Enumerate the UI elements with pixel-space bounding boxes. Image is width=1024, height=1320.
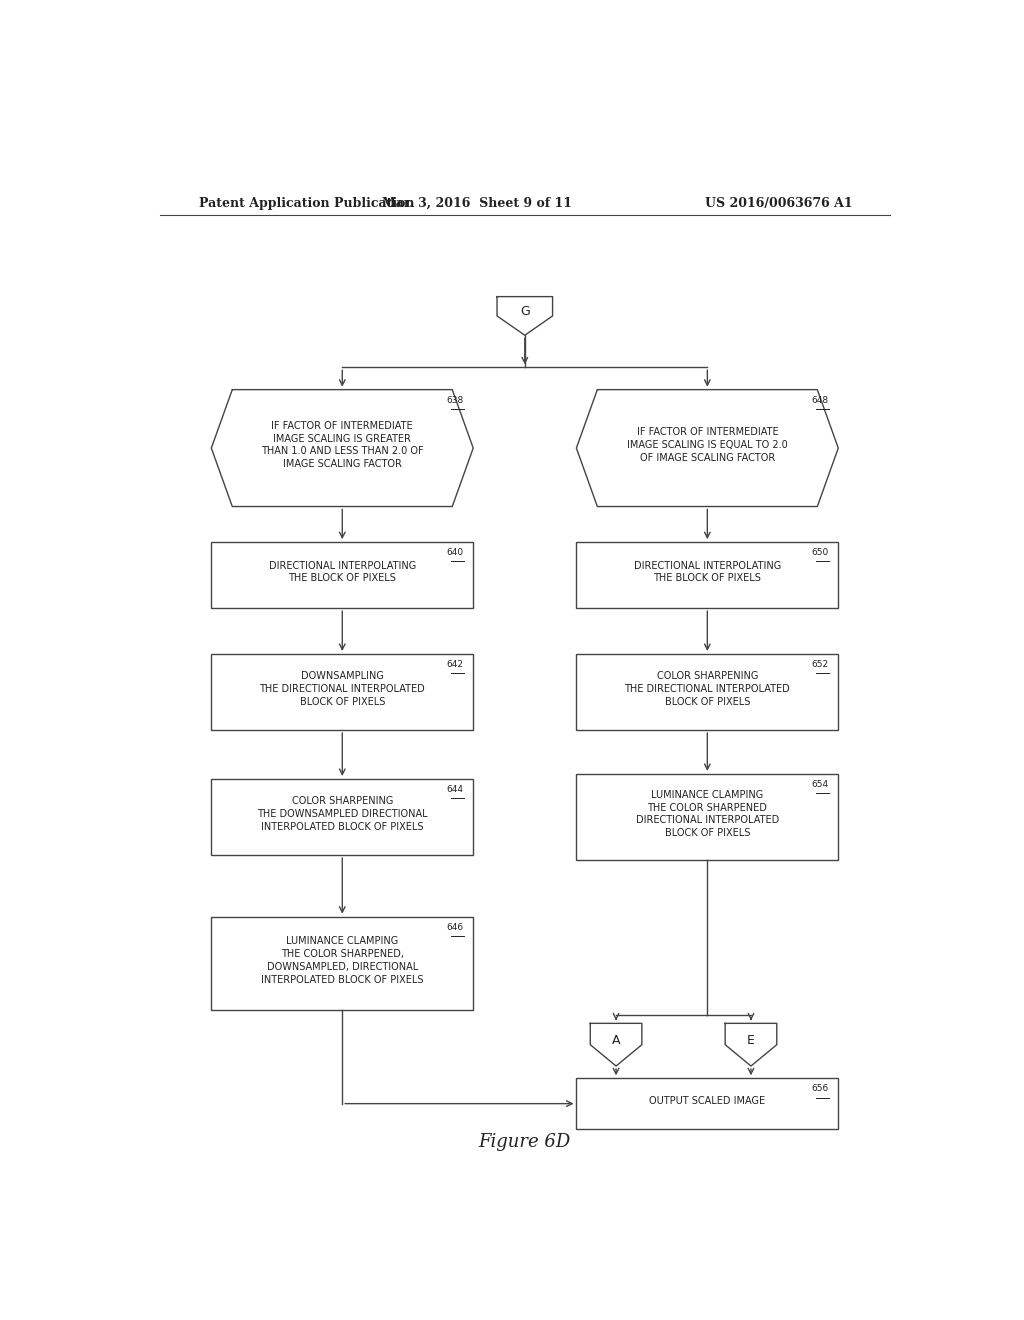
Text: Mar. 3, 2016  Sheet 9 of 11: Mar. 3, 2016 Sheet 9 of 11 [382, 197, 572, 210]
Bar [577, 653, 839, 730]
Text: E: E [748, 1034, 755, 1047]
Bar [211, 779, 473, 855]
Text: IF FACTOR OF INTERMEDIATE
IMAGE SCALING IS EQUAL TO 2.0
OF IMAGE SCALING FACTOR: IF FACTOR OF INTERMEDIATE IMAGE SCALING … [627, 428, 787, 463]
Text: US 2016/0063676 A1: US 2016/0063676 A1 [705, 197, 853, 210]
Text: DIRECTIONAL INTERPOLATING
THE BLOCK OF PIXELS: DIRECTIONAL INTERPOLATING THE BLOCK OF P… [268, 561, 416, 583]
Text: 640: 640 [446, 548, 464, 557]
Text: A: A [611, 1034, 621, 1047]
Bar [211, 543, 473, 609]
Bar [211, 653, 473, 730]
Text: 646: 646 [446, 923, 464, 932]
Bar [577, 774, 839, 861]
Text: LUMINANCE CLAMPING
THE COLOR SHARPENED,
DOWNSAMPLED, DIRECTIONAL
INTERPOLATED BL: LUMINANCE CLAMPING THE COLOR SHARPENED, … [261, 936, 424, 985]
Text: DOWNSAMPLING
THE DIRECTIONAL INTERPOLATED
BLOCK OF PIXELS: DOWNSAMPLING THE DIRECTIONAL INTERPOLATE… [259, 671, 425, 706]
Bar [577, 1078, 839, 1129]
Text: 644: 644 [446, 785, 464, 795]
Text: 648: 648 [812, 396, 828, 405]
Text: Patent Application Publication: Patent Application Publication [200, 197, 415, 210]
Text: 652: 652 [812, 660, 828, 669]
Text: 656: 656 [811, 1084, 828, 1093]
Text: 638: 638 [446, 396, 464, 405]
Text: OUTPUT SCALED IMAGE: OUTPUT SCALED IMAGE [649, 1096, 765, 1106]
Text: Figure 6D: Figure 6D [478, 1134, 571, 1151]
Text: DIRECTIONAL INTERPOLATING
THE BLOCK OF PIXELS: DIRECTIONAL INTERPOLATING THE BLOCK OF P… [634, 561, 781, 583]
Text: COLOR SHARPENING
THE DOWNSAMPLED DIRECTIONAL
INTERPOLATED BLOCK OF PIXELS: COLOR SHARPENING THE DOWNSAMPLED DIRECTI… [257, 796, 428, 832]
Text: 642: 642 [446, 660, 464, 669]
Text: 650: 650 [811, 548, 828, 557]
Bar [577, 543, 839, 609]
Bar [211, 916, 473, 1010]
Text: IF FACTOR OF INTERMEDIATE
IMAGE SCALING IS GREATER
THAN 1.0 AND LESS THAN 2.0 OF: IF FACTOR OF INTERMEDIATE IMAGE SCALING … [261, 421, 424, 469]
Text: G: G [520, 305, 529, 318]
Text: LUMINANCE CLAMPING
THE COLOR SHARPENED
DIRECTIONAL INTERPOLATED
BLOCK OF PIXELS: LUMINANCE CLAMPING THE COLOR SHARPENED D… [636, 789, 779, 838]
Text: 654: 654 [812, 780, 828, 789]
Text: COLOR SHARPENING
THE DIRECTIONAL INTERPOLATED
BLOCK OF PIXELS: COLOR SHARPENING THE DIRECTIONAL INTERPO… [625, 671, 791, 706]
